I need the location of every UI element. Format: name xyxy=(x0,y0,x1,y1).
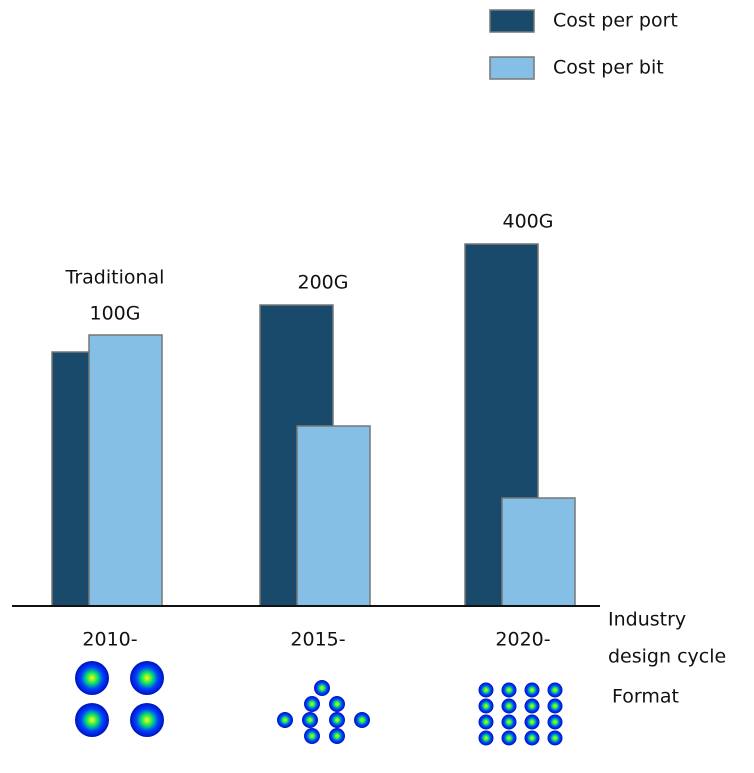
constellation-dot xyxy=(524,730,540,746)
bar-annotation: 200G xyxy=(298,272,349,294)
constellation-dot xyxy=(547,714,563,730)
constellation-dot xyxy=(501,698,517,714)
constellation-dot xyxy=(130,661,164,695)
constellation-dot xyxy=(478,714,494,730)
bar-annotation: 400G xyxy=(503,211,554,233)
constellation-dot xyxy=(524,714,540,730)
constellation-dot xyxy=(524,682,540,698)
constellation-dot xyxy=(478,698,494,714)
constellation-dot xyxy=(314,680,330,696)
x-tick-label: 2015- xyxy=(290,629,345,651)
constellation-dot xyxy=(75,661,109,695)
constellation-dot xyxy=(354,712,370,728)
constellation-dot xyxy=(329,712,345,728)
constellation-dot xyxy=(478,682,494,698)
bar-annotation: Traditional xyxy=(65,267,165,289)
bar xyxy=(88,334,163,607)
constellation-dot xyxy=(501,714,517,730)
constellation-dot xyxy=(304,696,320,712)
legend-swatch xyxy=(489,56,535,80)
constellation-dot xyxy=(277,712,293,728)
bar-annotation: 100G xyxy=(90,303,141,325)
bar xyxy=(501,497,576,607)
row-label: Format xyxy=(612,686,679,708)
legend-swatch xyxy=(489,9,535,33)
constellation-dot xyxy=(478,730,494,746)
constellation-dot xyxy=(75,703,109,737)
constellation-dot xyxy=(501,730,517,746)
legend-label: Cost per bit xyxy=(553,57,664,79)
constellation-dot xyxy=(302,712,318,728)
constellation-dot xyxy=(329,696,345,712)
constellation-dot xyxy=(329,728,345,744)
constellation-dot xyxy=(304,728,320,744)
constellation-dot xyxy=(130,703,164,737)
x-axis-label: Industry xyxy=(608,609,686,631)
x-tick-label: 2010- xyxy=(82,629,137,651)
x-axis-label: design cycle xyxy=(608,646,726,668)
constellation-dot xyxy=(524,698,540,714)
x-tick-label: 2020- xyxy=(495,629,550,651)
bar xyxy=(296,425,371,607)
constellation-dot xyxy=(547,698,563,714)
legend-label: Cost per port xyxy=(553,10,678,32)
constellation-dot xyxy=(547,730,563,746)
constellation-dot xyxy=(547,682,563,698)
constellation-dot xyxy=(501,682,517,698)
format-icons xyxy=(75,661,563,746)
